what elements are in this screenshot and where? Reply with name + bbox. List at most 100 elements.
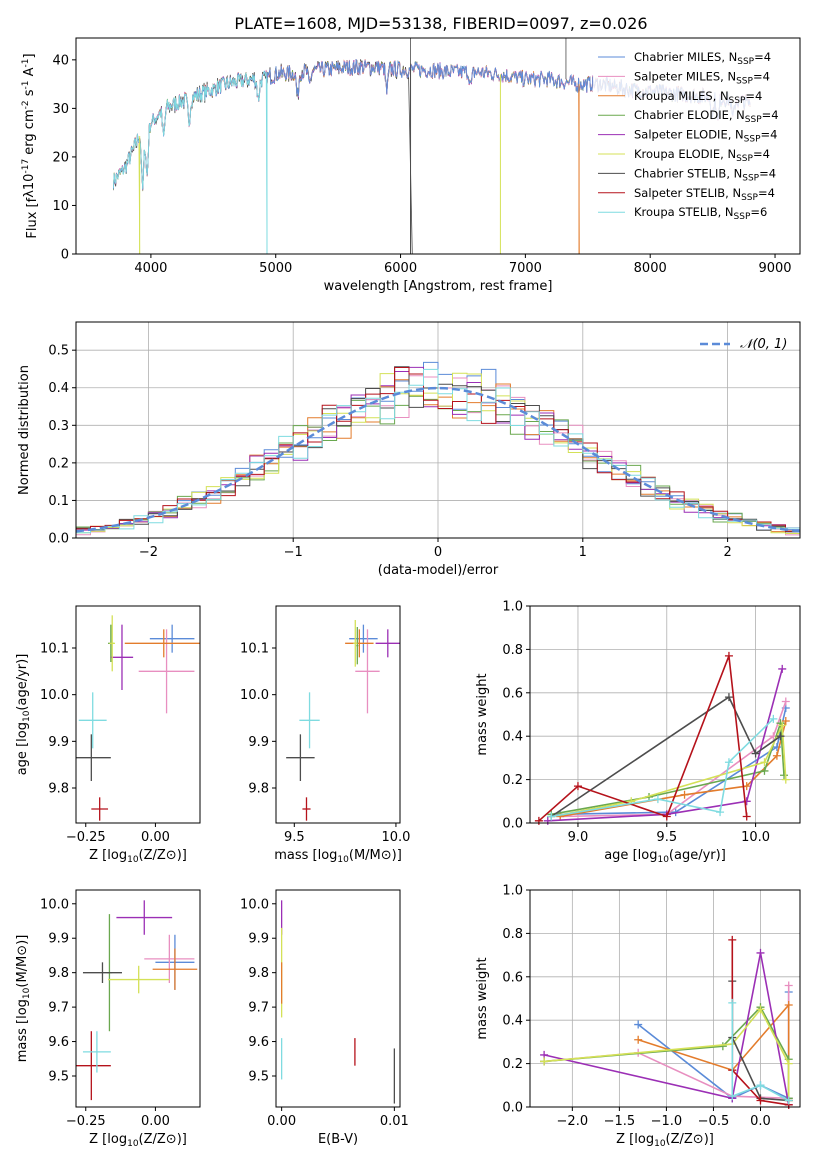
y-tick-label: 0.0 [48, 532, 69, 547]
weight-marker [760, 766, 769, 775]
y-tick-label: 20 [52, 150, 69, 165]
legend-entry: 𝒩(0, 1) [740, 337, 787, 352]
y-tick-label: 9.5 [248, 1070, 269, 1085]
errorbar-point-salpeter-stelib [91, 797, 109, 821]
y-tick-label: 0.6 [502, 970, 523, 985]
weight-marker [724, 651, 733, 660]
y-axis-label: mass [log10(M/M⊙)] [15, 935, 32, 1063]
legend-entry: Salpeter ELODIE, NSSP=4 [634, 128, 777, 145]
y-tick-label: 9.8 [248, 966, 269, 981]
weight-marker [540, 1057, 549, 1066]
weight-marker [634, 1035, 643, 1044]
x-tick-label: 7000 [509, 261, 542, 276]
weight-marker [680, 790, 689, 799]
weight-marker [751, 749, 760, 758]
axes-frame [529, 889, 801, 1108]
weight-marker [728, 935, 737, 944]
y-tick-label: 0.8 [502, 927, 523, 942]
y-axis-label: mass weight [475, 957, 490, 1039]
plot-mass_weight_vs_age: 9.0 9.5 10.0 0.0 0.2 0.4 0.6 0.8 1.0 age [log10(a… [475, 600, 801, 865]
legend-entry: Chabrier MILES, NSSP=4 [634, 50, 771, 67]
x-tick-label: −0.5 [698, 1114, 730, 1129]
plot-area-age_vs_Z [76, 615, 200, 821]
weight-marker [780, 771, 789, 780]
y-tick-label: 9.9 [48, 932, 69, 947]
y-tick-label: 0.0 [502, 817, 523, 832]
weight-line [731, 1002, 790, 1102]
weight-series-kroupa-stelib [547, 714, 778, 821]
axes-frame [529, 605, 801, 824]
x-tick-label: −1.0 [651, 1114, 683, 1129]
x-tick-label: 10.0 [381, 830, 410, 845]
hist-series-salpeter-stelib [76, 367, 800, 532]
x-axis-label: Z [log10(Z/Z⊙)] [616, 1132, 714, 1149]
weight-marker [653, 795, 662, 804]
x-axis-label: mass [log10(M/M⊙)] [274, 848, 402, 865]
weight-marker [634, 1020, 643, 1029]
y-tick-label: 10.0 [240, 688, 269, 703]
y-axis-label: Flux [fλ10-17 erg cm-2 s-1 A-1] [21, 53, 40, 238]
weight-marker [547, 812, 556, 821]
x-tick-label: 0.0 [750, 1114, 771, 1129]
y-tick-label: 0.4 [502, 1014, 523, 1029]
x-tick-label: −1.5 [604, 1114, 636, 1129]
y-tick-label: 9.6 [248, 1035, 269, 1050]
weight-line [550, 695, 781, 818]
weight-series-salpeter-stelib [534, 651, 751, 825]
y-tick-label: 0.4 [502, 730, 523, 745]
x-tick-label: −0.25 [66, 1114, 106, 1129]
y-tick-label: 9.8 [48, 966, 69, 981]
x-axis-label: E(B-V) [318, 1132, 358, 1147]
x-tick-label: 0.00 [141, 830, 170, 845]
figure-title: PLATE=1608, MJD=53138, FIBERID=0097, z=0… [234, 14, 647, 33]
x-tick-label: 8000 [634, 261, 667, 276]
weight-marker [756, 1081, 765, 1090]
errorbar-point-kroupa-stelib [299, 692, 320, 749]
x-tick-label: 9.5 [284, 830, 305, 845]
x-axis-label: wavelength [Angstrom, rest frame] [324, 279, 553, 294]
errorbar-point-salpeter-miles [144, 934, 195, 983]
weight-marker [573, 782, 582, 791]
y-tick-label: 40 [52, 53, 69, 68]
legend-entry: Kroupa STELIB, NSSP=6 [634, 205, 767, 222]
plot-area-age_vs_mass [286, 620, 400, 821]
x-tick-label: 5000 [259, 261, 292, 276]
y-tick-label: 0.2 [502, 1057, 523, 1072]
weight-line [547, 668, 783, 822]
plot-area-mass_vs_Z [76, 900, 198, 1101]
weight-marker [760, 758, 769, 767]
weight-marker [772, 751, 781, 760]
errorbar-point-kroupa-elodie [353, 620, 358, 667]
y-tick-label: 10.0 [40, 897, 69, 912]
y-tick-label: 0.1 [48, 494, 69, 509]
weight-marker [784, 1096, 793, 1105]
plot-spectrum: 4000 5000 6000 7000 8000 9000 0 10 20 30 40 wavelen… [21, 37, 801, 294]
errorbar-point-kroupa-miles [124, 629, 200, 658]
errorbar-point-chabrier-stelib [82, 962, 122, 983]
y-tick-label: 0.2 [48, 456, 69, 471]
weight-marker [556, 812, 565, 821]
spectrum-legend: Chabrier MILES, NSSP=4 Salpeter MILES, NS… [593, 44, 796, 250]
weight-series-kroupa-stelib [728, 998, 793, 1105]
y-tick-label: 1.0 [502, 884, 523, 899]
plot-area-residual_histogram [76, 361, 800, 536]
y-tick-label: 9.9 [48, 735, 69, 750]
weight-marker [781, 697, 790, 706]
axes-frame [75, 37, 801, 255]
weight-series-salpeter-elodie [543, 664, 787, 825]
legend-entry: Chabrier ELODIE, NSSP=4 [634, 108, 779, 125]
axes-frame [275, 889, 401, 1108]
weight-marker [781, 775, 790, 784]
x-tick-label: 0.00 [141, 1114, 170, 1129]
y-tick-label: 9.5 [48, 1070, 69, 1085]
weight-marker [776, 732, 785, 741]
weight-marker [724, 693, 733, 702]
y-tick-label: 30 [52, 102, 69, 117]
x-tick-label: 9.0 [568, 830, 589, 845]
weight-marker [742, 812, 751, 821]
y-tick-label: 9.9 [248, 932, 269, 947]
plot-mass_weight_vs_Z: −2.0 −1.5 −1.0 −0.5 0.0 0.0 0.2 0.4 0.6 0.8 1.0 Z [… [475, 884, 801, 1149]
legend-entry: Kroupa ELODIE, NSSP=4 [634, 147, 770, 164]
errorbar-point-salpeter-stelib [76, 1031, 111, 1101]
